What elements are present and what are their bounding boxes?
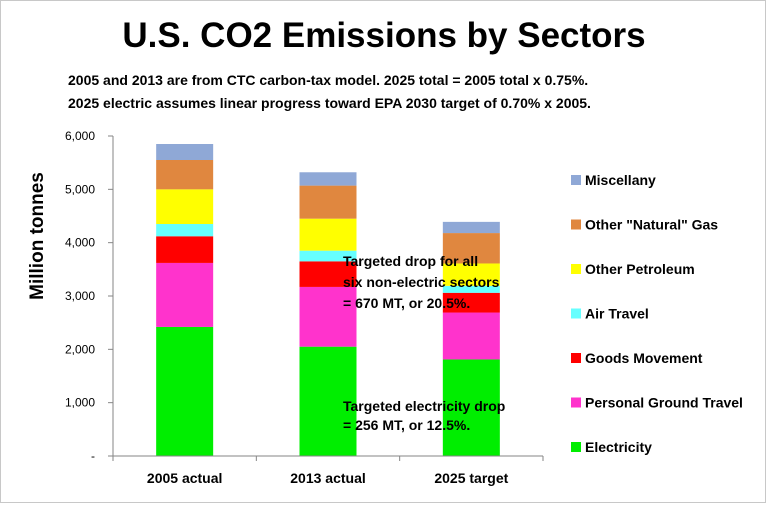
legend-label: Electricity xyxy=(585,439,652,455)
y-tick-label: 3,000 xyxy=(65,289,95,303)
legend-label: Other "Natural" Gas xyxy=(585,217,718,233)
legend-swatch xyxy=(571,397,581,408)
bar-segment-other-petroleum xyxy=(299,218,357,251)
y-tick-label: 5,000 xyxy=(65,182,95,196)
bars-group xyxy=(156,144,500,456)
legend-swatch xyxy=(571,175,581,185)
annotations-group: Targeted drop for all six non-electric se… xyxy=(343,253,505,433)
bar-segment-electricity xyxy=(299,346,357,456)
bar-segment-other-natural-gas xyxy=(442,233,500,264)
legend-swatch xyxy=(571,353,581,363)
legend-swatch xyxy=(571,308,581,319)
y-tick-label: 6,000 xyxy=(65,129,95,143)
bar-segment-personal-ground-travel xyxy=(299,286,357,347)
bar-segment-personal-ground-travel xyxy=(156,262,214,327)
bar-segment-electricity xyxy=(442,359,500,456)
bar-segment-other-petroleum xyxy=(156,189,214,224)
y-axis-label: Million tonnes xyxy=(27,172,48,300)
bar-segment-other-natural-gas xyxy=(156,160,214,190)
bar-segment-air-travel xyxy=(156,224,214,237)
bar-segment-goods-movement xyxy=(299,261,357,287)
legend-label: Other Petroleum xyxy=(585,261,695,277)
annotation-text: Targeted drop for all xyxy=(343,253,478,269)
legend-label: Personal Ground Travel xyxy=(585,395,743,411)
y-tick-label: 2,000 xyxy=(65,342,95,356)
bar-segment-goods-movement xyxy=(156,236,214,263)
x-category-label: 2005 actual xyxy=(147,470,223,486)
y-tick-label: 1,000 xyxy=(65,396,95,410)
chart-subtitle-line-2: 2025 electric assumes linear progress to… xyxy=(68,95,591,111)
legend-swatch xyxy=(571,264,581,274)
bar-segment-air-travel xyxy=(442,285,500,293)
annotation-text: = 256 MT, or 12.5%. xyxy=(343,417,470,433)
chart-subtitle-line-1: 2005 and 2013 are from CTC carbon-tax mo… xyxy=(68,72,589,88)
axes-group: - 1,000 2,000 3,000 4,000 5,000 6,000 2005 actu… xyxy=(65,129,544,486)
annotation-text: = 670 MT, or 20.5%. xyxy=(343,295,470,311)
bar-segment-miscellany xyxy=(299,172,357,186)
legend-label: Air Travel xyxy=(585,306,649,322)
legend-group: Miscellany Other "Natural" Gas Other Petro… xyxy=(571,172,743,455)
y-tick-label: - xyxy=(91,449,95,463)
bar-segment-personal-ground-travel xyxy=(442,312,500,360)
legend-swatch xyxy=(571,219,581,230)
bar-segment-miscellany xyxy=(442,221,500,234)
y-tick-label: 4,000 xyxy=(65,236,95,250)
legend-label: Miscellany xyxy=(585,172,656,188)
x-category-label: 2013 actual xyxy=(290,470,366,486)
bar-segment-electricity xyxy=(156,326,214,456)
x-category-label: 2025 target xyxy=(434,470,508,486)
legend-label: Goods Movement xyxy=(585,350,703,366)
annotation-text: six non-electric sectors xyxy=(343,274,500,290)
annotation-text: Targeted electricity drop xyxy=(343,398,505,414)
bar-segment-miscellany xyxy=(156,144,214,160)
bar-segment-other-natural-gas xyxy=(299,185,357,219)
bar-segment-air-travel xyxy=(299,250,357,262)
legend-swatch xyxy=(571,442,581,452)
bar-segment-other-petroleum xyxy=(442,263,500,286)
chart-title: U.S. CO2 Emissions by Sectors xyxy=(122,16,646,55)
bar-segment-goods-movement xyxy=(442,292,500,313)
